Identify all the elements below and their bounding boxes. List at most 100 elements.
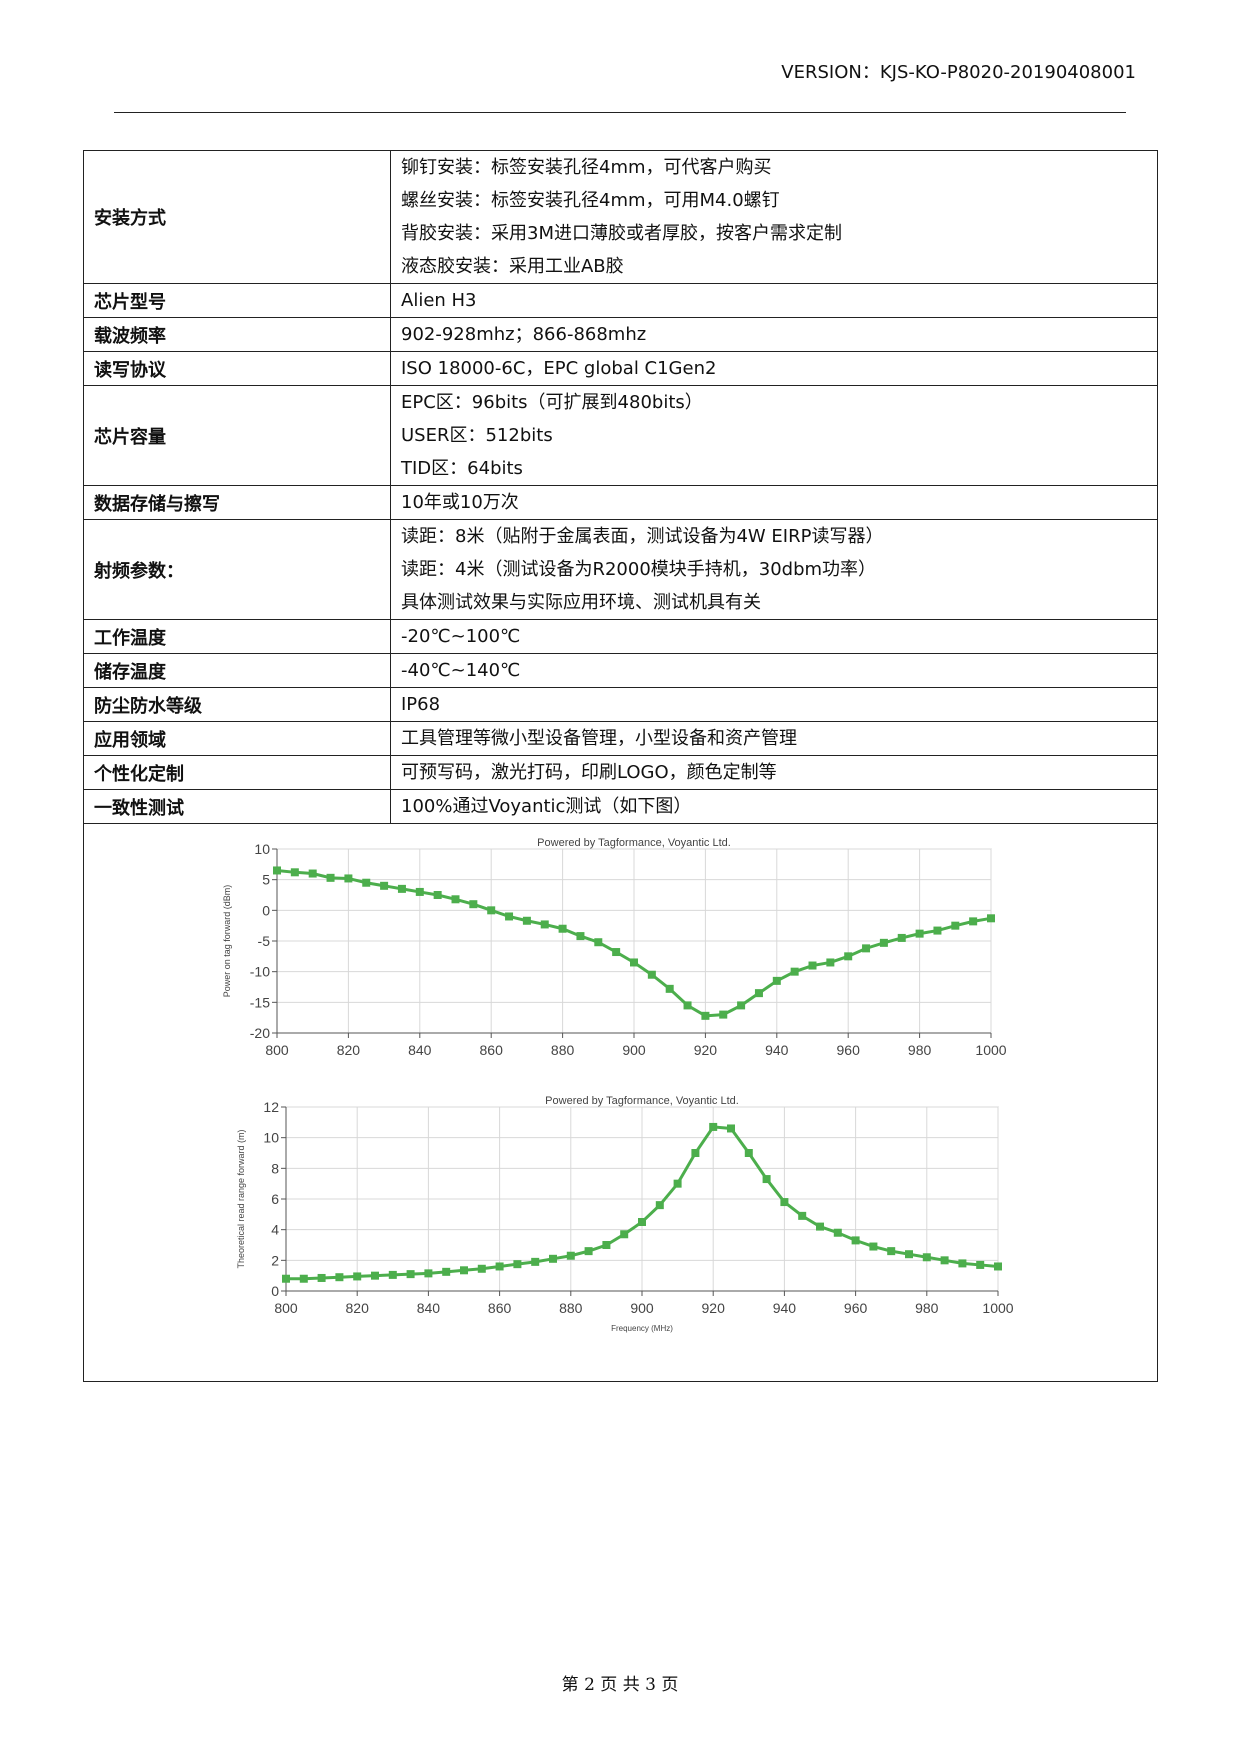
data-point (879, 938, 888, 947)
row-label: 工作温度 (83, 619, 391, 654)
value-line: 10年或10万次 (401, 492, 519, 513)
value-line: USER区：512bits (401, 425, 553, 446)
x-tick-label: 800 (265, 1042, 289, 1058)
data-point (584, 1247, 593, 1256)
value-line: -20℃~100℃ (401, 626, 521, 647)
y-tick-label: 10 (254, 841, 270, 857)
data-point (851, 1236, 860, 1245)
data-point (709, 1122, 718, 1131)
data-point (869, 1242, 878, 1251)
data-point (495, 1262, 504, 1271)
version: VERSION：KJS-KO-P8020-20190408001 (781, 62, 1136, 83)
data-point (353, 1272, 362, 1281)
data-point (969, 917, 978, 926)
data-point (442, 1267, 451, 1276)
row-value: Alien H3 (390, 283, 1158, 318)
x-tick-label: 980 (915, 1300, 939, 1316)
data-point (638, 1218, 646, 1226)
row-value: 铆钉安装：标签安装孔径4mm，可代客户购买 螺丝安装：标签安装孔径4mm，可用M4… (390, 150, 1158, 284)
table-row: 载波频率 902-928mhz；866-868mhz (83, 317, 1158, 352)
value-line: EPC区：96bits（可扩展到480bits） (401, 392, 703, 413)
row-label: 安装方式 (83, 150, 391, 284)
data-point (683, 1001, 692, 1010)
data-point (308, 869, 317, 878)
data-point (772, 976, 781, 985)
y-tick-label: 6 (271, 1191, 279, 1207)
value-line: 902-928mhz；866-868mhz (401, 324, 647, 345)
data-point (673, 1179, 682, 1188)
row-value: 100%通过Voyantic测试（如下图） (390, 789, 1158, 824)
table-row: 芯片型号 Alien H3 (83, 283, 1158, 318)
value-line: TID区：64bits (401, 458, 523, 479)
data-point (344, 874, 353, 883)
data-point (558, 924, 567, 933)
row-label: 芯片型号 (83, 283, 391, 318)
row-value: 902-928mhz；866-868mhz (390, 317, 1158, 352)
x-tick-label: 980 (908, 1042, 932, 1058)
value-line: 液态胶安装：采用工业AB胶 (401, 256, 624, 277)
row-value: 10年或10万次 (390, 485, 1158, 520)
data-point (594, 938, 603, 947)
table-row: 数据存储与擦写 10年或10万次 (83, 485, 1158, 520)
row-label: 芯片容量 (83, 385, 391, 486)
data-point (522, 916, 531, 925)
data-point (958, 1259, 967, 1268)
data-point (273, 866, 281, 875)
spec-table: 安装方式 铆钉安装：标签安装孔径4mm，可代客户购买 螺丝安装：标签安装孔径4mm，… (83, 150, 1158, 1382)
header-rule (114, 112, 1126, 113)
data-point (719, 1010, 728, 1019)
data-point (487, 906, 496, 915)
table-row: 个性化定制 可预写码，激光打码，印刷LOGO，颜色定制等 (83, 755, 1158, 790)
row-value: 可预写码，激光打码，印刷LOGO，颜色定制等 (390, 755, 1158, 790)
data-point (951, 921, 960, 930)
data-point (380, 881, 389, 890)
data-point (630, 958, 638, 967)
data-point (406, 1270, 415, 1279)
x-tick-label: 1000 (982, 1300, 1013, 1316)
x-tick-label: 900 (622, 1042, 646, 1058)
value-line: 铆钉安装：标签安装孔径4mm，可代客户购买 (401, 157, 772, 178)
value-line: ISO 18000-6C，EPC global C1Gen2 (401, 358, 717, 379)
value-line: 读距：4米（测试设备为R2000模块手持机，30dbm功率） (401, 559, 877, 580)
data-point (433, 891, 442, 899)
data-point (451, 895, 460, 904)
x-tick-label: 880 (551, 1042, 575, 1058)
y-tick-label: 12 (263, 1099, 279, 1115)
data-point (655, 1201, 664, 1210)
data-point (727, 1124, 735, 1133)
row-label: 读写协议 (83, 351, 391, 386)
data-point (290, 868, 299, 877)
x-tick-label: 840 (417, 1300, 441, 1316)
data-point (415, 887, 424, 896)
data-point (933, 926, 942, 935)
y-tick-label: 0 (271, 1283, 279, 1299)
data-point (744, 1149, 753, 1157)
row-value: -40℃~140℃ (390, 653, 1158, 688)
value-line: 读距：8米（贴附于金属表面，测试设备为4W EIRP读写器） (401, 526, 884, 547)
x-tick-label: 860 (488, 1300, 512, 1316)
data-point (940, 1256, 949, 1265)
data-point (665, 984, 674, 993)
data-point (460, 1266, 468, 1275)
x-tick-label: 900 (630, 1300, 654, 1316)
row-label: 一致性测试 (83, 789, 391, 824)
table-row: 工作温度 -20℃~100℃ (83, 619, 1158, 654)
value-line: Alien H3 (401, 290, 477, 311)
y-tick-label: 4 (271, 1222, 279, 1238)
row-label: 应用领域 (83, 721, 391, 756)
data-point (566, 1251, 575, 1260)
data-point (833, 1228, 842, 1237)
row-label: 储存温度 (83, 653, 391, 688)
x-tick-label: 920 (694, 1042, 718, 1058)
data-point (762, 1175, 771, 1184)
value-line: 螺丝安装：标签安装孔径4mm，可用M4.0螺钉 (401, 190, 780, 211)
y-tick-label: 2 (271, 1252, 279, 1268)
data-point (540, 920, 549, 929)
data-point (976, 1260, 985, 1269)
x-tick-label: 800 (274, 1300, 298, 1316)
data-point (602, 1241, 611, 1249)
data-point (612, 948, 621, 957)
y-tick-label: 0 (262, 902, 270, 918)
